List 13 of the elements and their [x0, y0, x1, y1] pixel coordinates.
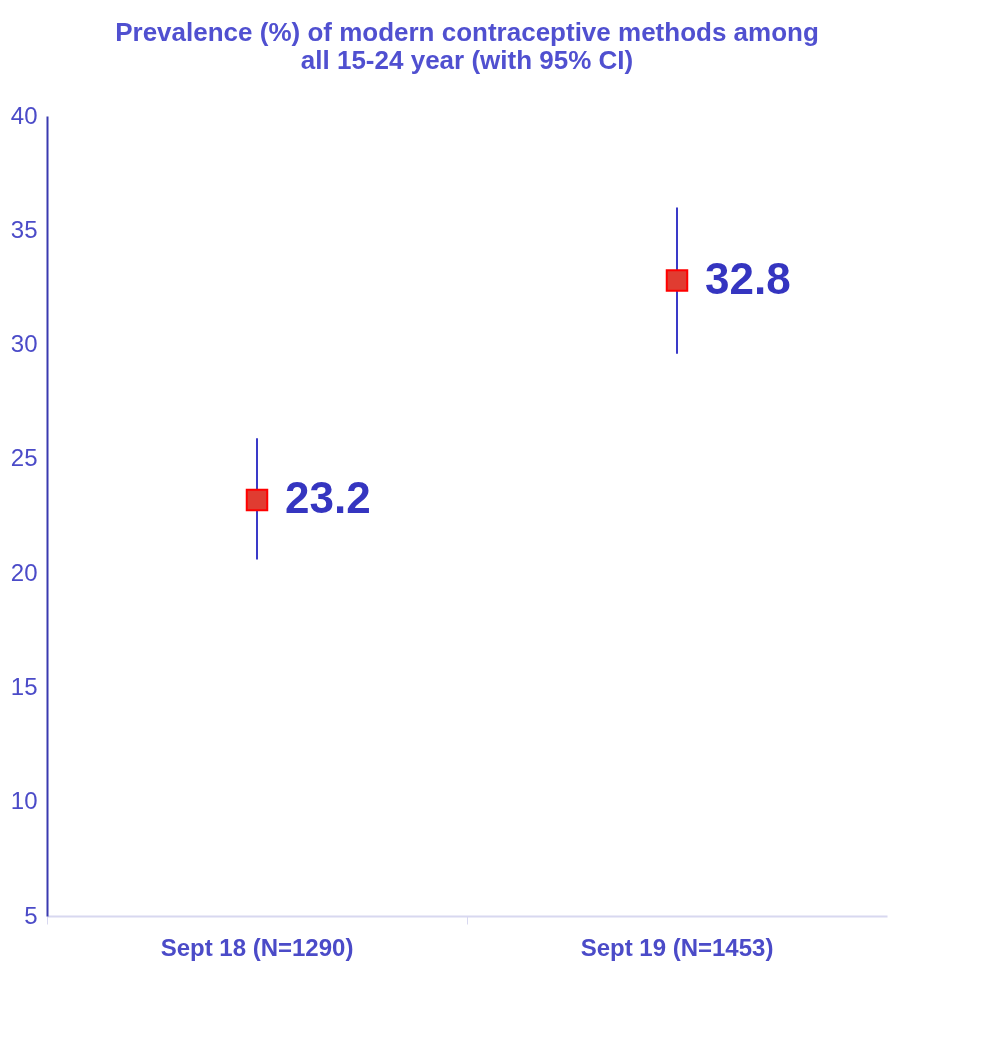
- x-tick-label: Sept 18 (N=1290): [160, 933, 354, 961]
- y-tick-label: 15: [10, 672, 38, 700]
- data-label: 23.2: [285, 473, 371, 522]
- y-tick-label: 20: [10, 558, 38, 586]
- y-tick-label: 35: [10, 215, 38, 243]
- y-tick-label: 5: [24, 901, 38, 929]
- y-tick-label: 40: [10, 101, 38, 129]
- x-tick-label: Sept 19 (N=1453): [580, 933, 774, 961]
- chart-title: Prevalence (%) of modern contraceptive methods among all 15-24 year (with 95% CI): [115, 17, 819, 75]
- y-tick-label: 25: [10, 444, 38, 472]
- y-tick-label: 30: [10, 330, 38, 358]
- data-label: 32.8: [705, 253, 791, 303]
- y-tick-label: 10: [10, 787, 38, 815]
